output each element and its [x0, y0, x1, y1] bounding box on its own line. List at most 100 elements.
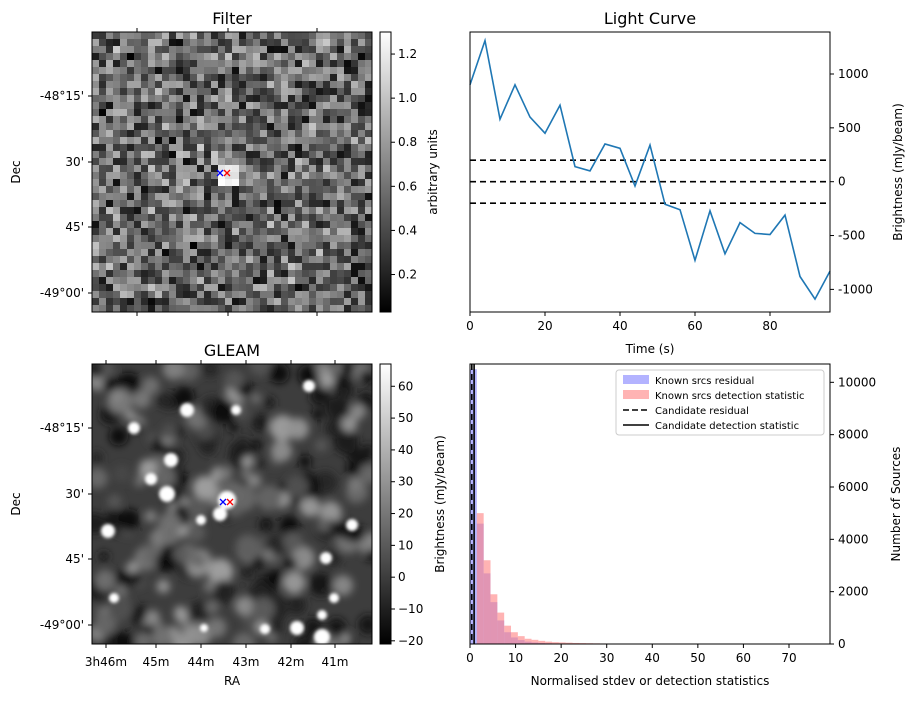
filter-pixel — [183, 284, 190, 291]
filter-pixel — [120, 242, 127, 249]
filter-pixel — [267, 60, 274, 67]
filter-pixel — [337, 291, 344, 298]
filter-pixel — [302, 53, 309, 60]
filter-pixel — [211, 151, 218, 158]
filter-pixel — [141, 207, 148, 214]
filter-pixel — [323, 207, 330, 214]
filter-pixel — [211, 263, 218, 270]
filter-pixel — [127, 116, 134, 123]
filter-pixel — [358, 298, 365, 305]
filter-pixel — [267, 305, 274, 312]
radio-source — [314, 629, 330, 645]
filter-pixel — [344, 32, 351, 39]
filter-pixel — [295, 221, 302, 228]
filter-pixel — [351, 186, 358, 193]
filter-pixel — [365, 81, 372, 88]
filter-pixel — [246, 165, 253, 172]
filter-pixel — [358, 277, 365, 284]
filter-pixel — [365, 172, 372, 179]
filter-pixel — [232, 151, 239, 158]
filter-pixel — [169, 186, 176, 193]
filter-pixel — [127, 53, 134, 60]
noise-blob — [256, 458, 267, 469]
filter-pixel — [127, 46, 134, 53]
legend-entry: Candidate detection statistic — [655, 421, 799, 432]
filter-pixel — [197, 200, 204, 207]
filter-pixel — [337, 305, 344, 312]
filter-pixel — [120, 277, 127, 284]
filter-pixel — [190, 74, 197, 81]
filter-pixel — [232, 81, 239, 88]
filter-pixel — [288, 130, 295, 137]
colorbar-tick-label: 0.8 — [398, 135, 417, 149]
x-tick-label: 20 — [537, 319, 552, 333]
filter-pixel — [120, 179, 127, 186]
filter-pixel — [253, 151, 260, 158]
filter-pixel — [337, 137, 344, 144]
filter-pixel — [267, 228, 274, 235]
colorbar-tick-label: 40 — [398, 443, 413, 457]
filter-pixel — [225, 158, 232, 165]
filter-pixel — [134, 214, 141, 221]
radio-source — [196, 515, 206, 525]
filter-pixel — [260, 95, 267, 102]
filter-pixel — [260, 123, 267, 130]
filter-pixel — [204, 81, 211, 88]
filter-pixel — [120, 130, 127, 137]
filter-pixel — [99, 214, 106, 221]
filter-pixel — [288, 39, 295, 46]
filter-pixel — [337, 284, 344, 291]
filter-pixel — [141, 60, 148, 67]
filter-pixel — [148, 277, 155, 284]
filter-pixel — [162, 137, 169, 144]
filter-pixel — [225, 200, 232, 207]
noise-blob — [87, 468, 108, 489]
filter-pixel — [330, 144, 337, 151]
filter-pixel — [288, 95, 295, 102]
filter-pixel — [253, 74, 260, 81]
filter-pixel — [260, 214, 267, 221]
filter-pixel — [274, 158, 281, 165]
filter-pixel — [323, 60, 330, 67]
filter-pixel — [148, 123, 155, 130]
filter-pixel — [358, 172, 365, 179]
filter-pixel — [148, 39, 155, 46]
filter-pixel — [309, 102, 316, 109]
filter-pixel — [204, 242, 211, 249]
filter-pixel — [358, 144, 365, 151]
filter-pixel — [225, 88, 232, 95]
filter-pixel — [330, 270, 337, 277]
filter-pixel — [281, 298, 288, 305]
filter-pixel — [267, 88, 274, 95]
filter-pixel — [246, 263, 253, 270]
filter-pixel — [330, 291, 337, 298]
filter-pixel — [239, 151, 246, 158]
filter-pixel — [302, 137, 309, 144]
filter-pixel — [281, 228, 288, 235]
filter-pixel — [302, 186, 309, 193]
noise-blob — [145, 510, 157, 522]
filter-pixel — [302, 109, 309, 116]
filter-pixel — [204, 116, 211, 123]
filter-pixel — [358, 179, 365, 186]
filter-pixel — [323, 172, 330, 179]
filter-pixel — [127, 144, 134, 151]
filter-pixel — [106, 102, 113, 109]
filter-pixel — [197, 277, 204, 284]
filter-pixel — [218, 32, 225, 39]
filter-pixel — [106, 46, 113, 53]
filter-pixel — [246, 179, 253, 186]
filter-pixel — [274, 165, 281, 172]
filter-pixel — [309, 305, 316, 312]
filter-pixel — [120, 123, 127, 130]
filter-pixel — [337, 221, 344, 228]
filter-pixel — [197, 228, 204, 235]
filter-pixel — [316, 60, 323, 67]
filter-pixel — [183, 242, 190, 249]
filter-pixel — [218, 256, 225, 263]
filter-pixel — [267, 165, 274, 172]
filter-pixel — [106, 151, 113, 158]
filter-pixel — [176, 172, 183, 179]
noise-blob — [219, 466, 233, 480]
filter-pixel — [106, 221, 113, 228]
